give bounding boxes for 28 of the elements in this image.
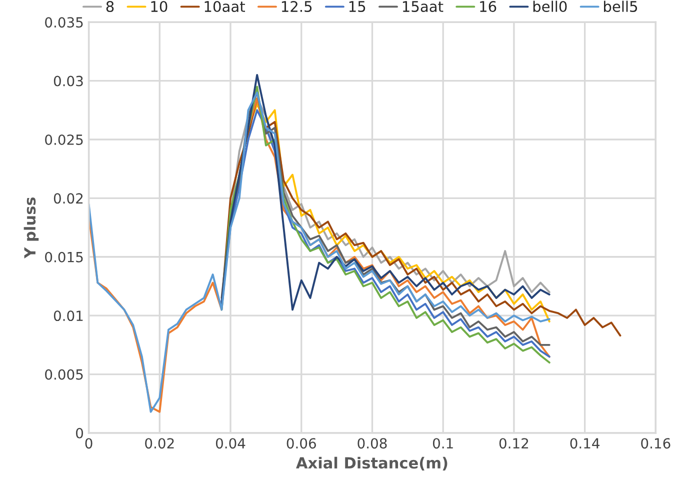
x-tick-label: 0.14 (570, 438, 600, 449)
x-tick-label: 0.02 (145, 438, 174, 449)
legend-label: 12.5 (282, 0, 312, 12)
y-axis-title: Y pluss (24, 197, 39, 259)
y-tick-label: 0.035 (45, 17, 83, 28)
x-tick-label: 0.1 (432, 438, 453, 449)
x-axis-title: Axial Distance(m) (296, 456, 448, 470)
x-tick-label: 0.06 (286, 438, 316, 449)
y-tick-label: 0.015 (45, 252, 83, 262)
legend-label: bell5 (604, 0, 638, 12)
x-tick-label: 0 (85, 438, 92, 449)
y-tick-label: 0.01 (54, 310, 83, 322)
legend-label: 15 (349, 1, 366, 12)
x-tick-label: 0.12 (499, 438, 528, 449)
legend-label: bell0 (533, 0, 567, 12)
legend-label: 15aat (402, 1, 444, 12)
y-tick-label: 0.02 (54, 193, 83, 204)
legend-label: 10aat (204, 0, 245, 12)
x-tick-label: 0.04 (216, 438, 246, 449)
legend-label: 8 (106, 0, 114, 12)
x-tick-label: 0.16 (641, 438, 670, 449)
y-tick-label: 0.025 (45, 134, 83, 145)
legend-label: 16 (480, 0, 496, 12)
y-tick-label: 0.005 (45, 369, 83, 380)
y-tick-label: 0 (76, 428, 84, 438)
legend-label: 10 (151, 0, 168, 12)
y-tick-label: 0.03 (54, 76, 83, 86)
x-tick-label: 0.08 (358, 438, 387, 449)
